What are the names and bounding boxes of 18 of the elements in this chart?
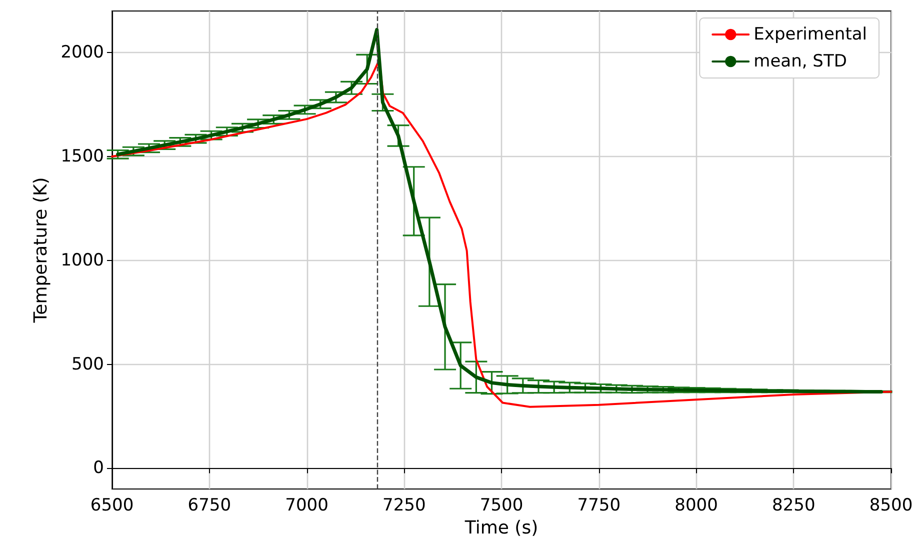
y-tick-label: 0 bbox=[93, 458, 104, 478]
x-axis-title: Time (s) bbox=[464, 518, 538, 538]
legend-label: mean, STD bbox=[754, 52, 847, 72]
y-tick-label: 1000 bbox=[60, 250, 104, 270]
y-tick-label: 2000 bbox=[60, 42, 104, 63]
legend-label: Experimental bbox=[754, 24, 868, 44]
x-tick-label: 7500 bbox=[480, 496, 524, 516]
x-tick-label: 7250 bbox=[382, 496, 426, 516]
y-tick-label: 500 bbox=[72, 354, 104, 374]
y-axis-title: Temperature (K) bbox=[30, 177, 52, 324]
x-tick-label: 7000 bbox=[285, 496, 328, 516]
x-tick-label: 7750 bbox=[577, 496, 621, 516]
x-tick-label: 6750 bbox=[188, 496, 232, 516]
x-tick-label: 8500 bbox=[869, 496, 913, 516]
x-tick-label: 8000 bbox=[674, 496, 718, 516]
y-tick-label: 1500 bbox=[60, 146, 104, 166]
x-tick-label: 6500 bbox=[90, 496, 134, 516]
x-tick-label: 8250 bbox=[772, 496, 816, 516]
